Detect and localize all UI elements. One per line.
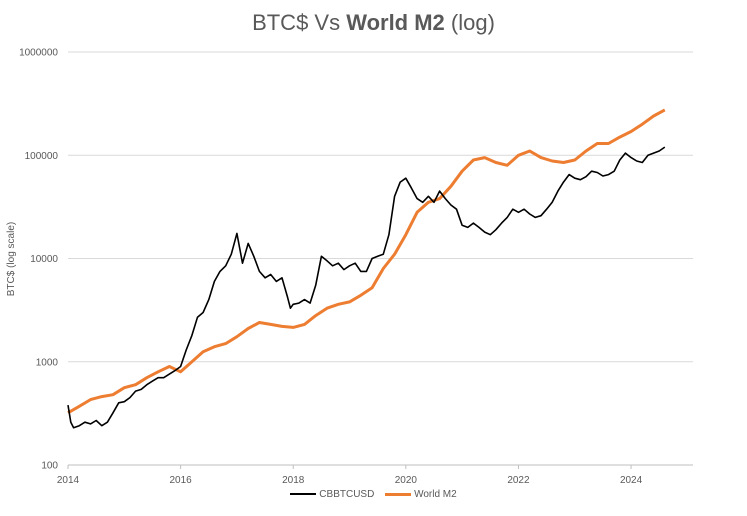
series-lines — [67, 108, 666, 429]
legend-item-world-m2: World M2 — [385, 489, 457, 500]
legend-label: CBBTCUSD — [319, 489, 375, 500]
x-tick-label: 2018 — [282, 475, 305, 486]
x-tick-label: 2014 — [57, 475, 80, 486]
series-line-world-m2 — [67, 108, 666, 415]
y-axis-label: BTC$ (log scale) — [6, 222, 17, 296]
y-tick-labels: 100 1000 10000 100000 1000000 — [19, 48, 58, 472]
x-tick-label: 2022 — [507, 475, 530, 486]
legend: CBBTCUSD World M2 — [0, 489, 747, 500]
y-tick-label: 1000000 — [19, 48, 58, 59]
x-tick-label: 2020 — [395, 475, 418, 486]
series-line-cbbtcusd — [67, 146, 666, 429]
x-tick-labels: 2014 2016 2018 2020 2022 2024 — [57, 465, 643, 486]
gridlines — [68, 51, 693, 466]
legend-swatch-orange — [385, 492, 412, 496]
chart-title: BTC$ Vs World M2 (log) — [252, 10, 495, 35]
y-tick-label: 10000 — [30, 254, 58, 265]
legend-swatch-black — [290, 493, 317, 496]
y-tick-label: 1000 — [36, 357, 59, 368]
x-tick-label: 2024 — [620, 475, 643, 486]
y-tick-label: 100000 — [25, 151, 59, 162]
legend-item-cbbtcusd: CBBTCUSD — [290, 489, 374, 500]
y-tick-label: 100 — [41, 461, 58, 472]
x-tick-label: 2016 — [169, 475, 192, 486]
legend-label: World M2 — [414, 489, 457, 500]
